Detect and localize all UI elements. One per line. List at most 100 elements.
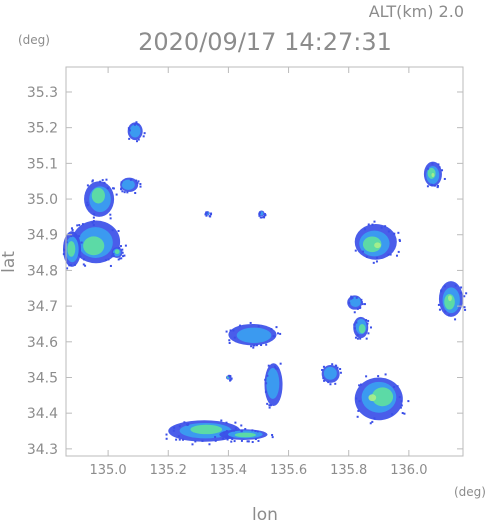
echo-fringe-pixel bbox=[228, 375, 231, 378]
echo-fringe-pixel bbox=[99, 180, 102, 183]
echo-cell bbox=[354, 220, 401, 264]
echo-fringe-pixel bbox=[232, 429, 235, 432]
echo-fringe-pixel bbox=[221, 437, 224, 440]
echo-fringe-pixel bbox=[440, 290, 443, 293]
echo-level-1 bbox=[121, 179, 135, 190]
echo-fringe-pixel bbox=[128, 137, 131, 140]
echo-fringe-pixel bbox=[259, 211, 262, 214]
echo-fringe-pixel bbox=[111, 229, 114, 232]
echo-cell bbox=[204, 211, 213, 218]
echo-fringe-pixel bbox=[257, 439, 260, 442]
echo-fringe-pixel bbox=[128, 128, 131, 131]
echo-level-1 bbox=[323, 366, 337, 380]
echo-cell bbox=[423, 161, 446, 189]
echo-fringe-pixel bbox=[205, 212, 208, 215]
x-tick-label: 135.4 bbox=[210, 463, 247, 478]
echo-fringe-pixel bbox=[369, 422, 372, 425]
echo-fringe-pixel bbox=[353, 323, 356, 326]
echo-fringe-pixel bbox=[359, 337, 362, 340]
echo-fringe-pixel bbox=[266, 402, 269, 405]
echo-fringe-pixel bbox=[105, 178, 108, 181]
echo-fringe-pixel bbox=[92, 223, 95, 226]
echo-fringe-pixel bbox=[274, 367, 277, 370]
echo-fringe-pixel bbox=[268, 406, 271, 409]
echo-cell bbox=[62, 227, 83, 270]
echo-fringe-pixel bbox=[367, 223, 370, 226]
echo-fringe-pixel bbox=[334, 382, 337, 385]
echo-fringe-pixel bbox=[121, 251, 124, 254]
echo-fringe-pixel bbox=[372, 261, 375, 264]
tick-layer: 135.0 135.2 135.4 135.6 135.8 136.0 34.3 34.4 34… bbox=[27, 67, 463, 478]
echo-fringe-pixel bbox=[270, 328, 273, 331]
echo-fringe-pixel bbox=[135, 179, 138, 182]
echo-fringe-pixel bbox=[395, 254, 398, 257]
echo-fringe-pixel bbox=[137, 180, 140, 183]
echo-fringe-pixel bbox=[355, 296, 358, 299]
echo-fringe-pixel bbox=[135, 121, 138, 124]
echo-fringe-pixel bbox=[107, 258, 110, 261]
echo-fringe-pixel bbox=[264, 390, 267, 393]
echo-fringe-pixel bbox=[443, 285, 446, 288]
echo-fringe-pixel bbox=[360, 383, 363, 386]
echo-fringe-pixel bbox=[401, 412, 404, 415]
echo-fringe-pixel bbox=[327, 381, 330, 384]
echo-fringe-pixel bbox=[63, 248, 66, 251]
echo-fringe-pixel bbox=[249, 321, 252, 324]
echo-cell bbox=[84, 178, 118, 220]
echo-fringe-pixel bbox=[137, 123, 140, 126]
echo-fringe-pixel bbox=[437, 303, 440, 306]
echo-fringe-pixel bbox=[252, 344, 255, 347]
echo-fringe-pixel bbox=[369, 326, 372, 329]
echo-fringe-pixel bbox=[92, 216, 95, 219]
echo-fringe-pixel bbox=[356, 337, 359, 340]
echo-fringe-pixel bbox=[264, 214, 267, 217]
echo-cell bbox=[437, 281, 468, 321]
echo-fringe-pixel bbox=[355, 397, 358, 400]
echo-fringe-pixel bbox=[109, 264, 112, 267]
echo-fringe-pixel bbox=[373, 220, 376, 223]
echo-fringe-pixel bbox=[177, 435, 180, 438]
echo-level-2 bbox=[67, 241, 76, 257]
echo-fringe-pixel bbox=[441, 169, 444, 172]
echo-fringe-pixel bbox=[366, 322, 369, 325]
x-tick-label: 135.6 bbox=[270, 463, 307, 478]
echo-level-1 bbox=[350, 296, 361, 307]
echo-fringe-pixel bbox=[463, 306, 466, 309]
echo-fringe-pixel bbox=[398, 396, 401, 399]
echo-fringe-pixel bbox=[331, 363, 334, 366]
y-tick-label: 34.3 bbox=[27, 442, 58, 458]
echo-fringe-pixel bbox=[225, 436, 228, 439]
echo-fringe-pixel bbox=[128, 129, 131, 132]
echo-fringe-pixel bbox=[459, 292, 462, 295]
echo-fringe-pixel bbox=[183, 421, 186, 424]
echo-fringe-pixel bbox=[365, 319, 368, 322]
echo-fringe-pixel bbox=[264, 213, 267, 216]
echo-level-1 bbox=[266, 368, 280, 399]
echo-fringe-pixel bbox=[403, 412, 406, 415]
echo-fringe-pixel bbox=[134, 122, 137, 125]
y-tick-label: 34.8 bbox=[27, 263, 58, 279]
echo-fringe-pixel bbox=[271, 434, 274, 437]
echo-fringe-pixel bbox=[225, 421, 228, 424]
echo-level-2 bbox=[371, 387, 394, 407]
echo-fringe-pixel bbox=[436, 184, 439, 187]
plot-frame bbox=[65, 66, 464, 457]
echo-cell bbox=[226, 374, 233, 382]
echo-fringe-pixel bbox=[464, 308, 467, 311]
echo-cell bbox=[120, 177, 142, 195]
echo-fringe-pixel bbox=[273, 335, 276, 338]
echo-fringe-pixel bbox=[365, 255, 368, 258]
echo-fringe-pixel bbox=[465, 292, 468, 295]
echo-fringe-pixel bbox=[175, 438, 178, 441]
echo-cell bbox=[66, 216, 127, 267]
echo-fringe-pixel bbox=[262, 215, 265, 218]
echo-fringe-pixel bbox=[375, 260, 378, 263]
x-tick-label: 135.2 bbox=[150, 463, 187, 478]
echo-fringe-pixel bbox=[82, 263, 85, 266]
echo-fringe-pixel bbox=[178, 438, 181, 441]
echo-fringe-pixel bbox=[373, 417, 376, 420]
echo-fringe-pixel bbox=[393, 386, 396, 389]
echo-fringe-pixel bbox=[365, 337, 368, 340]
echo-fringe-pixel bbox=[387, 230, 390, 233]
echo-fringe-pixel bbox=[258, 214, 261, 217]
